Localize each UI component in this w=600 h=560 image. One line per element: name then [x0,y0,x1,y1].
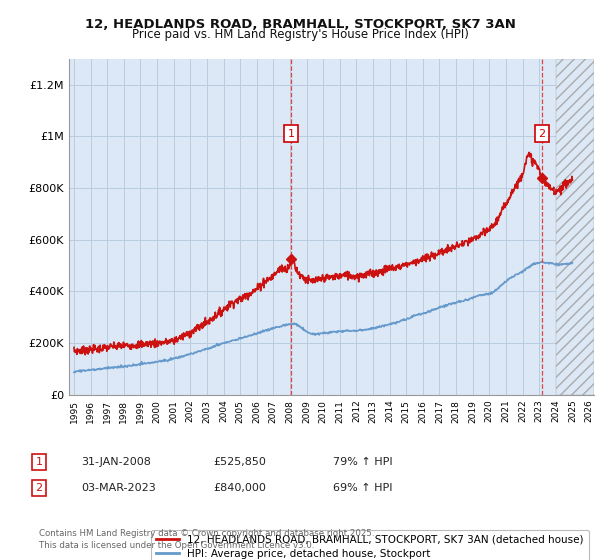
Text: 03-MAR-2023: 03-MAR-2023 [81,483,156,493]
Text: 1: 1 [288,129,295,139]
Text: 69% ↑ HPI: 69% ↑ HPI [333,483,392,493]
Text: 12, HEADLANDS ROAD, BRAMHALL, STOCKPORT, SK7 3AN: 12, HEADLANDS ROAD, BRAMHALL, STOCKPORT,… [85,18,515,31]
Bar [556,59,594,395]
Text: £840,000: £840,000 [213,483,266,493]
Text: Contains HM Land Registry data © Crown copyright and database right 2025.
This d: Contains HM Land Registry data © Crown c… [39,529,374,550]
Text: 31-JAN-2008: 31-JAN-2008 [81,457,151,467]
Legend: 12, HEADLANDS ROAD, BRAMHALL, STOCKPORT, SK7 3AN (detached house), HPI: Average : 12, HEADLANDS ROAD, BRAMHALL, STOCKPORT,… [151,530,589,560]
Text: Price paid vs. HM Land Registry's House Price Index (HPI): Price paid vs. HM Land Registry's House … [131,28,469,41]
Text: 2: 2 [538,129,545,139]
Text: 2: 2 [35,483,43,493]
Text: £525,850: £525,850 [213,457,266,467]
Bar [556,59,594,395]
Text: 1: 1 [35,457,43,467]
Text: 79% ↑ HPI: 79% ↑ HPI [333,457,392,467]
